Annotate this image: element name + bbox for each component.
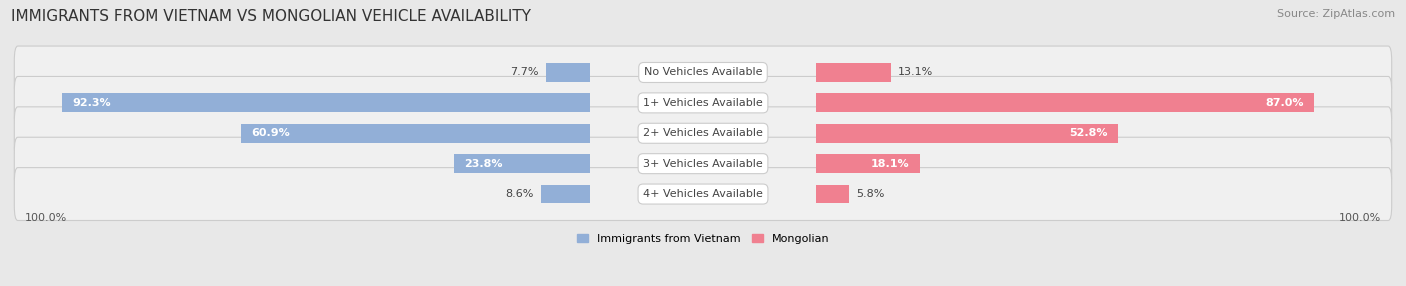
Text: 100.0%: 100.0% [24, 213, 67, 223]
Bar [541, 185, 591, 203]
Text: 13.1%: 13.1% [898, 67, 934, 78]
FancyBboxPatch shape [14, 46, 1392, 99]
Bar [242, 124, 591, 143]
Text: 3+ Vehicles Available: 3+ Vehicles Available [643, 159, 763, 169]
Text: 5.8%: 5.8% [856, 189, 884, 199]
FancyBboxPatch shape [14, 168, 1392, 221]
Text: Source: ZipAtlas.com: Source: ZipAtlas.com [1277, 9, 1395, 19]
Text: 18.1%: 18.1% [870, 159, 910, 169]
Text: 2+ Vehicles Available: 2+ Vehicles Available [643, 128, 763, 138]
Bar [815, 154, 920, 173]
Text: IMMIGRANTS FROM VIETNAM VS MONGOLIAN VEHICLE AVAILABILITY: IMMIGRANTS FROM VIETNAM VS MONGOLIAN VEH… [11, 9, 531, 23]
Text: 60.9%: 60.9% [252, 128, 291, 138]
Bar [454, 154, 591, 173]
Text: 7.7%: 7.7% [510, 67, 538, 78]
Bar [815, 124, 1118, 143]
Text: No Vehicles Available: No Vehicles Available [644, 67, 762, 78]
Bar [546, 63, 591, 82]
Text: 8.6%: 8.6% [506, 189, 534, 199]
Bar [815, 185, 849, 203]
FancyBboxPatch shape [14, 76, 1392, 129]
Text: 100.0%: 100.0% [1339, 213, 1382, 223]
Text: 23.8%: 23.8% [464, 159, 502, 169]
FancyBboxPatch shape [14, 107, 1392, 160]
Text: 92.3%: 92.3% [72, 98, 111, 108]
Text: 87.0%: 87.0% [1265, 98, 1303, 108]
Bar [815, 63, 891, 82]
FancyBboxPatch shape [14, 137, 1392, 190]
Text: 4+ Vehicles Available: 4+ Vehicles Available [643, 189, 763, 199]
Text: 1+ Vehicles Available: 1+ Vehicles Available [643, 98, 763, 108]
Text: 52.8%: 52.8% [1070, 128, 1108, 138]
Bar [815, 94, 1313, 112]
Bar [62, 94, 591, 112]
Legend: Immigrants from Vietnam, Mongolian: Immigrants from Vietnam, Mongolian [576, 234, 830, 244]
